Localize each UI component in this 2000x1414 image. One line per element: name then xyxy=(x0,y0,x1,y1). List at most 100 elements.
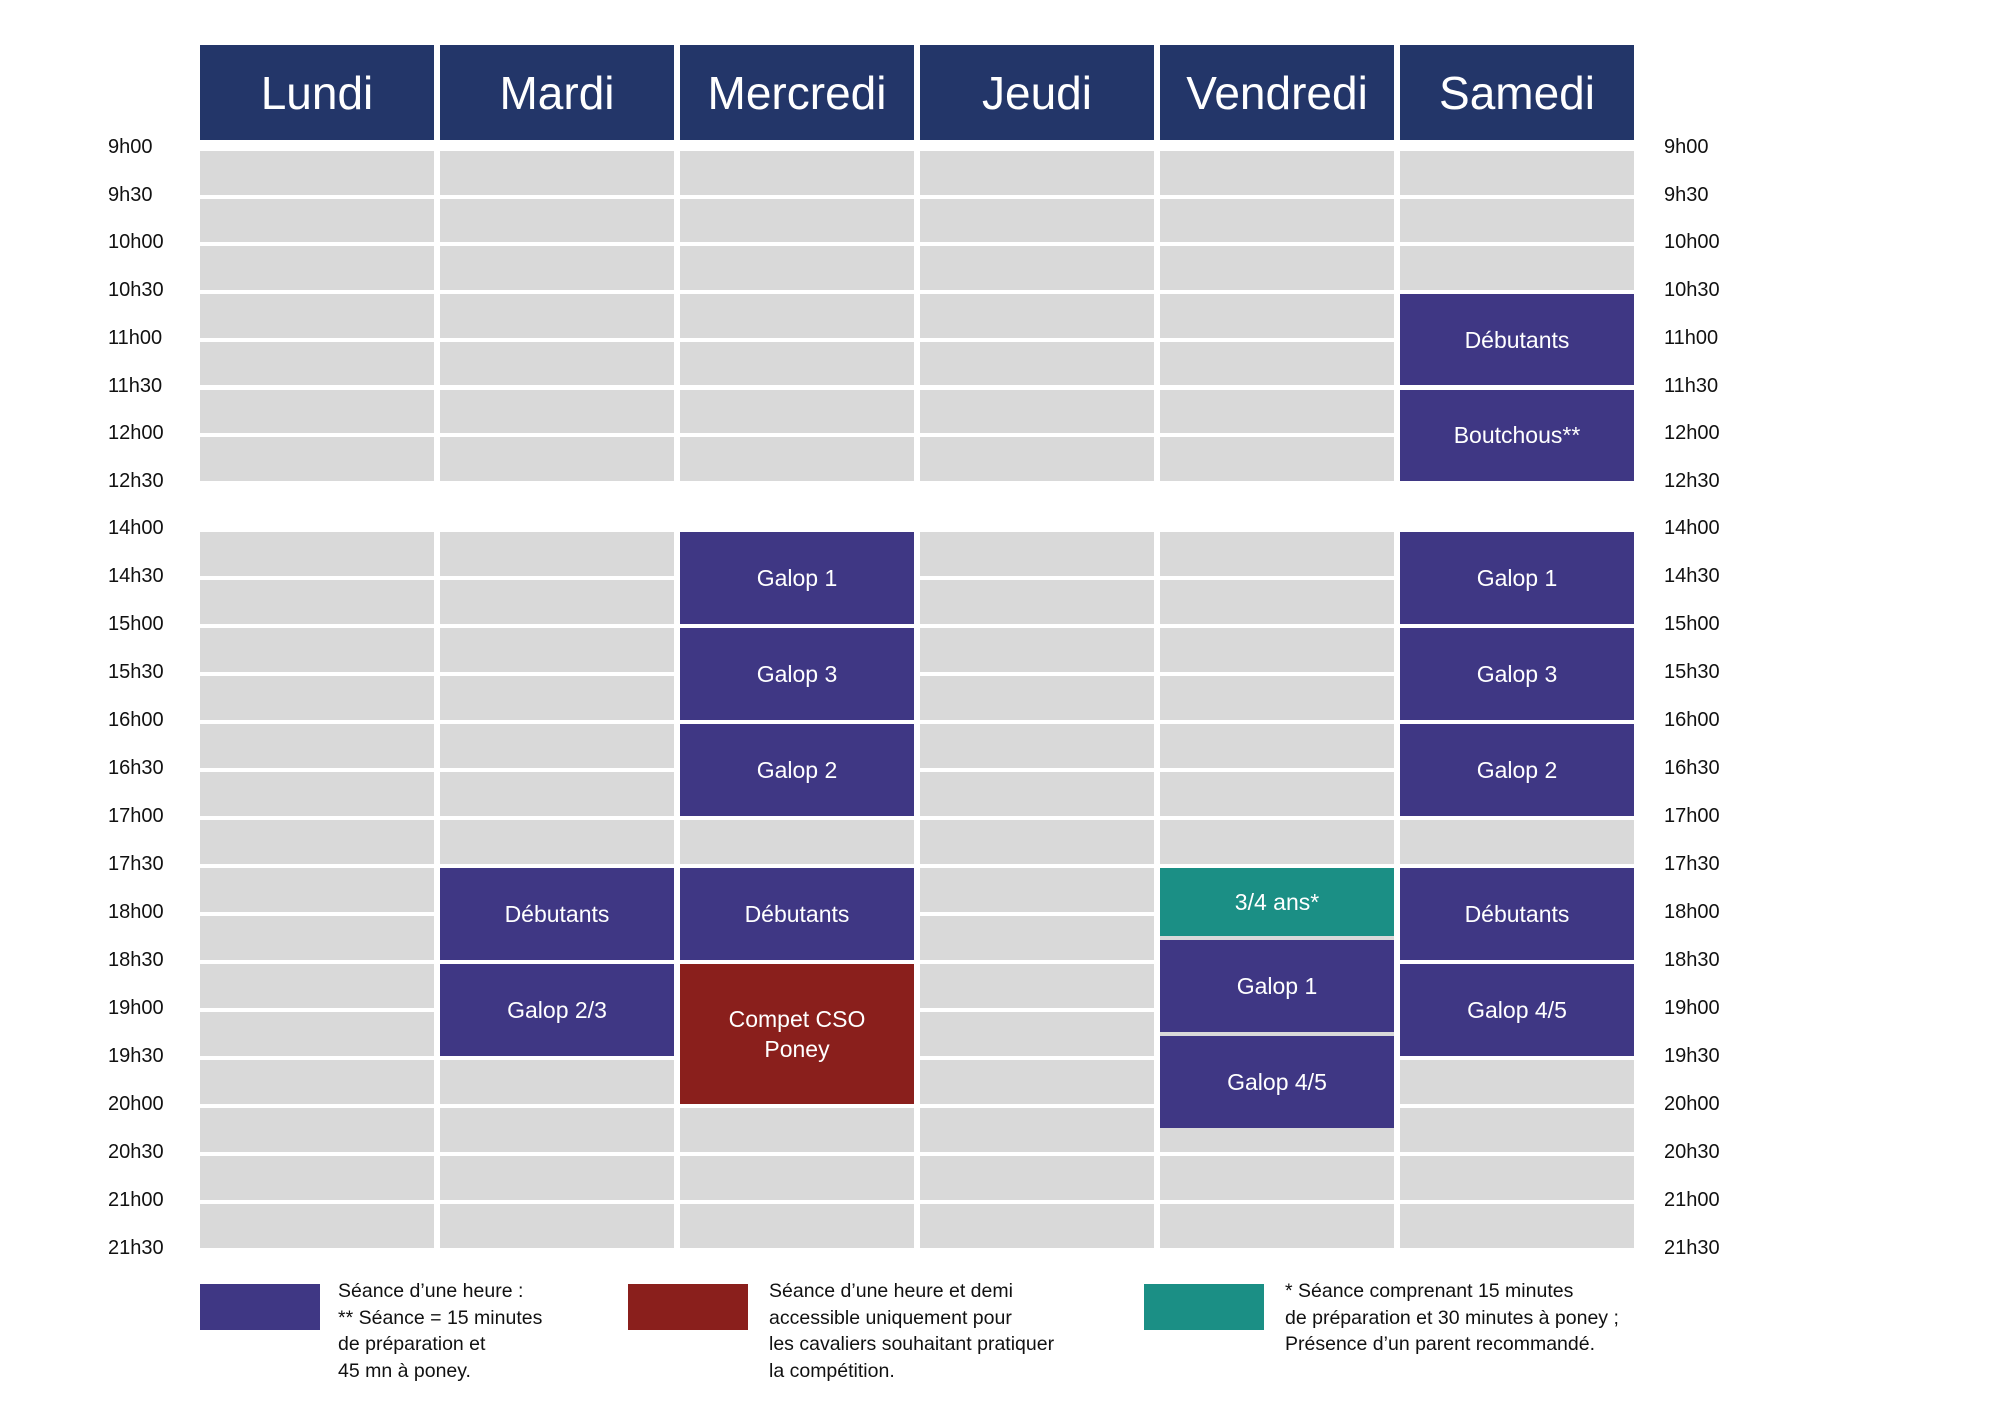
empty-slot xyxy=(200,1156,434,1200)
empty-slot xyxy=(200,246,434,291)
empty-slot xyxy=(200,294,434,338)
session-block[interactable]: Galop 4/5 xyxy=(1160,1036,1394,1128)
empty-slot xyxy=(1160,628,1394,672)
time-label-left: 9h30 xyxy=(108,183,153,206)
empty-slot xyxy=(1400,1204,1634,1248)
empty-slot xyxy=(440,389,674,434)
time-label-left: 14h00 xyxy=(108,517,164,539)
time-label-left: 20h00 xyxy=(108,1093,164,1115)
time-label-left: 19h30 xyxy=(108,1045,164,1067)
empty-slot xyxy=(1160,724,1394,768)
time-label-right: 10h30 xyxy=(1664,279,1720,302)
empty-slot xyxy=(1160,580,1394,624)
empty-slot xyxy=(200,724,434,768)
time-label-right: 15h00 xyxy=(1664,613,1720,635)
time-label-left: 18h00 xyxy=(108,901,164,923)
empty-slot xyxy=(200,389,434,434)
time-label-right: 17h30 xyxy=(1664,853,1720,875)
empty-slot xyxy=(200,1012,434,1056)
session-block[interactable]: Galop 3 xyxy=(1400,628,1634,720)
day-header-mercredi: Mercredi xyxy=(680,45,914,140)
empty-slot xyxy=(920,246,1154,291)
empty-slot xyxy=(200,964,434,1008)
session-block[interactable]: Compet CSO Poney xyxy=(680,964,914,1104)
empty-slot xyxy=(680,151,914,195)
empty-slot xyxy=(1400,1108,1634,1152)
empty-slot xyxy=(920,1204,1154,1248)
empty-slot xyxy=(1160,246,1394,291)
empty-slot xyxy=(1400,1060,1634,1104)
empty-slot xyxy=(920,964,1154,1008)
session-block[interactable]: Boutchous** xyxy=(1400,389,1634,481)
empty-slot xyxy=(1160,532,1394,576)
time-label-left: 19h00 xyxy=(108,997,164,1019)
empty-slot xyxy=(440,1156,674,1200)
empty-slot xyxy=(920,628,1154,672)
session-block[interactable]: Galop 1 xyxy=(680,532,914,624)
empty-slot xyxy=(920,916,1154,960)
time-label-right: 21h30 xyxy=(1664,1237,1720,1259)
time-label-left: 18h30 xyxy=(108,949,164,971)
legend-swatch-young xyxy=(1144,1284,1264,1330)
empty-slot xyxy=(440,676,674,720)
empty-slot xyxy=(200,437,434,481)
session-block[interactable]: Galop 2 xyxy=(680,724,914,816)
time-label-right: 12h30 xyxy=(1664,469,1720,492)
session-block[interactable]: Galop 3 xyxy=(680,628,914,720)
empty-slot xyxy=(200,868,434,912)
session-block[interactable]: Galop 4/5 xyxy=(1400,964,1634,1056)
time-label-left: 10h00 xyxy=(108,231,164,254)
time-label-left: 21h30 xyxy=(108,1237,164,1259)
empty-slot xyxy=(920,580,1154,624)
time-label-right: 12h00 xyxy=(1664,422,1720,445)
time-label-left: 15h00 xyxy=(108,613,164,635)
empty-slot xyxy=(1160,198,1394,243)
session-block[interactable]: Débutants xyxy=(440,868,674,960)
session-block[interactable]: Galop 2 xyxy=(1400,724,1634,816)
empty-slot xyxy=(200,1060,434,1104)
legend-text-young: * Séance comprenant 15 minutes de prépar… xyxy=(1285,1280,1619,1355)
time-label-right: 20h30 xyxy=(1664,1141,1720,1163)
time-label-right: 9h00 xyxy=(1664,136,1709,158)
session-block[interactable]: 3/4 ans* xyxy=(1160,868,1394,936)
empty-slot xyxy=(920,1156,1154,1200)
empty-slot xyxy=(920,1012,1154,1056)
empty-slot xyxy=(920,868,1154,912)
time-label-left: 21h00 xyxy=(108,1189,164,1211)
empty-slot xyxy=(200,198,434,243)
empty-slot xyxy=(440,820,674,864)
empty-slot xyxy=(680,294,914,338)
session-block[interactable]: Débutants xyxy=(1400,294,1634,386)
day-header-vendredi: Vendredi xyxy=(1160,45,1394,140)
empty-slot xyxy=(1400,246,1634,291)
empty-slot xyxy=(440,341,674,386)
empty-slot xyxy=(920,437,1154,481)
time-label-right: 9h30 xyxy=(1664,183,1709,206)
time-label-right: 19h30 xyxy=(1664,1045,1720,1067)
empty-slot xyxy=(920,151,1154,195)
empty-slot xyxy=(1160,437,1394,481)
empty-slot xyxy=(1400,151,1634,195)
time-label-right: 19h00 xyxy=(1664,997,1720,1019)
empty-slot xyxy=(440,1108,674,1152)
empty-slot xyxy=(440,580,674,624)
legend-swatch-competition xyxy=(628,1284,748,1330)
empty-slot xyxy=(680,1108,914,1152)
empty-slot xyxy=(440,532,674,576)
session-block[interactable]: Débutants xyxy=(1400,868,1634,960)
empty-slot xyxy=(200,772,434,816)
session-block[interactable]: Galop 1 xyxy=(1400,532,1634,624)
session-block[interactable]: Galop 2/3 xyxy=(440,964,674,1056)
empty-slot xyxy=(200,820,434,864)
day-header-mardi: Mardi xyxy=(440,45,674,140)
empty-slot xyxy=(680,246,914,291)
empty-slot xyxy=(680,1156,914,1200)
empty-slot xyxy=(1160,772,1394,816)
time-label-right: 20h00 xyxy=(1664,1093,1720,1115)
time-label-left: 11h30 xyxy=(108,374,163,397)
empty-slot xyxy=(200,916,434,960)
time-label-left: 15h30 xyxy=(108,661,164,683)
session-block[interactable]: Galop 1 xyxy=(1160,940,1394,1032)
session-block[interactable]: Débutants xyxy=(680,868,914,960)
empty-slot xyxy=(200,151,434,195)
